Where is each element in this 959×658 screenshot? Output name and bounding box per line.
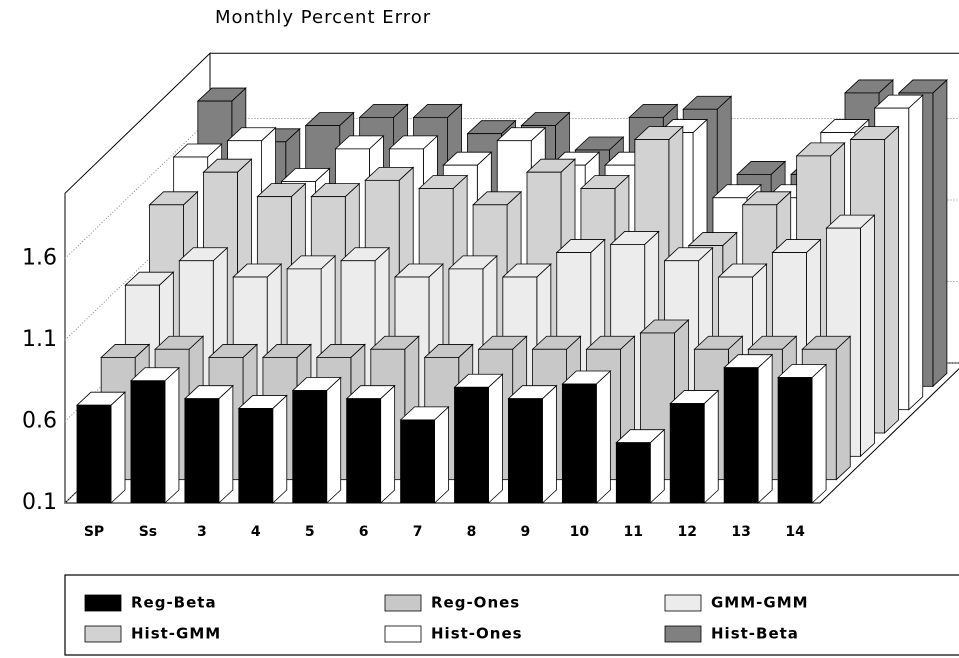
bar-front [76, 404, 112, 504]
bar-side [811, 363, 827, 504]
bar-front [130, 380, 166, 504]
chart-title: Monthly Percent Error [215, 7, 431, 28]
legend-label: Hist-Ones [431, 625, 523, 643]
bar [183, 384, 234, 504]
x-tick-label: 5 [305, 524, 315, 540]
x-tick-label: 14 [785, 524, 805, 540]
bars [75, 79, 948, 504]
x-tick-label: 11 [624, 524, 643, 540]
bar-front [723, 367, 759, 504]
bar-front [184, 398, 220, 504]
bar [237, 394, 288, 504]
bar-side [434, 405, 449, 504]
legend-swatch [664, 625, 702, 643]
legend-swatch [384, 594, 422, 612]
bar-side [488, 373, 503, 504]
x-tick-label: 3 [197, 524, 207, 540]
bar-side [908, 94, 924, 411]
x-tick-label: 9 [521, 524, 531, 540]
legend-label: Hist-Beta [711, 625, 799, 643]
x-tick-label: 8 [467, 524, 477, 540]
bar-side [860, 214, 875, 458]
bar-side [380, 384, 396, 504]
legend-swatch [664, 594, 702, 612]
bar [507, 384, 558, 504]
bar-front [777, 377, 813, 504]
bar-side [932, 79, 948, 388]
legend-label: Reg-Ones [431, 594, 520, 612]
bar [129, 366, 180, 504]
bar-front [561, 383, 597, 504]
legend-swatch [384, 625, 422, 643]
wall-outline [64, 52, 959, 505]
bar [399, 405, 450, 504]
bar [291, 376, 342, 504]
bar-side [326, 376, 342, 504]
bar-front [292, 390, 328, 504]
x-tick-label: 4 [251, 524, 261, 540]
bar [345, 384, 396, 504]
bar-side [272, 394, 288, 504]
y-tick-label: 0.6 [22, 409, 57, 434]
y-tick-label: 0.1 [22, 490, 57, 515]
x-tick-label: 6 [359, 524, 369, 540]
bar-side [703, 389, 719, 504]
legend-box [64, 574, 959, 656]
bar-front [454, 386, 489, 504]
bar-front [346, 398, 382, 504]
bar-front [400, 419, 435, 504]
bar [723, 353, 774, 504]
bar [453, 373, 504, 504]
legend-swatch [84, 625, 122, 643]
legend-label: GMM-GMM [711, 594, 809, 612]
legend-label: Reg-Beta [131, 594, 217, 612]
bar-front [508, 398, 543, 504]
x-tick-label: Ss [139, 524, 157, 540]
bar-side [884, 125, 899, 434]
bar [615, 428, 666, 504]
legend-label: Hist-GMM [131, 625, 221, 643]
bar-side [595, 370, 611, 504]
x-tick-label: 10 [570, 524, 590, 540]
bar-front [615, 442, 651, 504]
x-tick-label: 12 [677, 524, 696, 540]
y-tick-label: 1.6 [22, 246, 57, 271]
legend-swatch [84, 594, 122, 612]
bar [75, 391, 127, 504]
bar [669, 389, 720, 504]
bar-side [757, 353, 773, 504]
bar-side [835, 335, 851, 481]
y-tick-label: 1.1 [22, 327, 57, 352]
x-tick-label: 7 [413, 524, 423, 540]
bar-front [238, 408, 274, 504]
x-tick-label: 13 [731, 524, 750, 540]
bar-side [110, 391, 126, 504]
bar-side [542, 384, 557, 504]
bar-side [218, 384, 234, 504]
bar [777, 363, 828, 504]
x-tick-label: SP [84, 524, 104, 540]
bar-side [164, 366, 180, 504]
bar [561, 370, 612, 504]
bar-front [669, 403, 705, 504]
